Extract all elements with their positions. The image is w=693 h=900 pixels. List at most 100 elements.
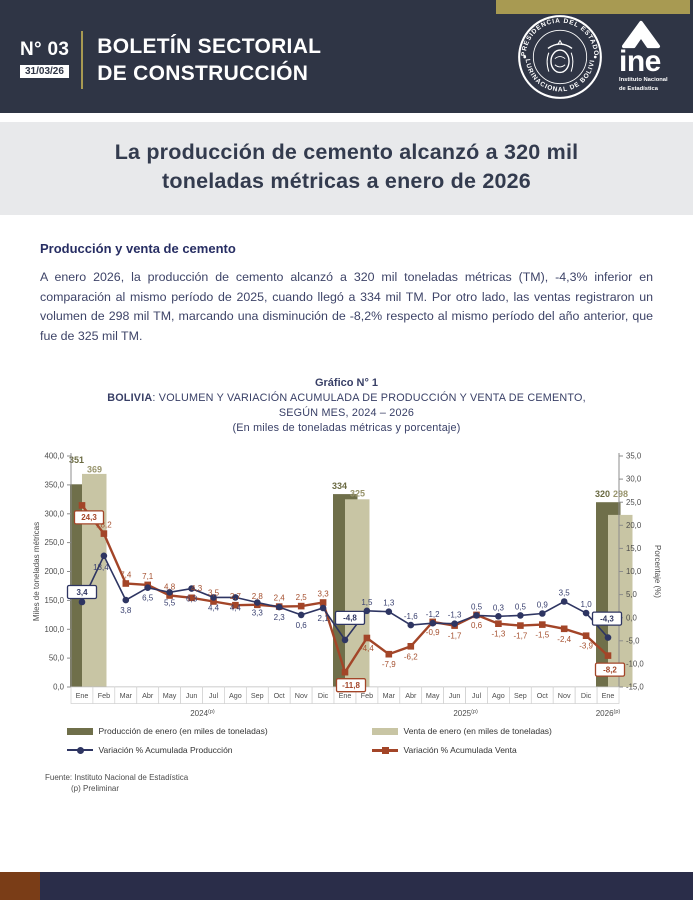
svg-text:2,5: 2,5	[295, 593, 307, 602]
bars-group: 351 369 334 325 320 298	[68, 455, 632, 687]
svg-text:3,8: 3,8	[120, 606, 132, 615]
header: N° 03 31/03/26 BOLETÍN SECTORIAL DE CONS…	[0, 0, 693, 113]
chart-legend: Producción de enero (en miles de tonelad…	[0, 726, 693, 755]
svg-text:24,3: 24,3	[81, 513, 97, 522]
ine-logo: ine Instituto Nacional de Estadística	[619, 20, 673, 93]
svg-text:1,5: 1,5	[361, 598, 373, 607]
svg-text:0,6: 0,6	[470, 621, 482, 630]
svg-text:6,3: 6,3	[186, 595, 198, 604]
svg-text:-1,2: -1,2	[425, 610, 439, 619]
svg-text:4,3: 4,3	[191, 584, 203, 593]
svg-text:Nov: Nov	[294, 691, 307, 700]
svg-text:50,0: 50,0	[48, 654, 64, 663]
svg-text:0,6: 0,6	[295, 621, 307, 630]
legend-label: Producción de enero (en miles de tonelad…	[98, 726, 268, 736]
issue-number: N° 03	[20, 39, 70, 60]
preliminary-note: (p) Preliminar	[71, 784, 120, 793]
svg-text:-1,3: -1,3	[447, 611, 461, 620]
seal-bottom-text: PLURINACIONAL DE BOLIVIA	[517, 14, 595, 93]
headline-line2: toneladas métricas a enero de 2026	[162, 169, 531, 193]
svg-text:1,3: 1,3	[383, 599, 395, 608]
svg-text:4,4: 4,4	[229, 603, 241, 612]
svg-text:351: 351	[68, 455, 83, 465]
gold-tab	[496, 0, 690, 14]
chart-subtitle: BOLIVIA: VOLUMEN Y VARIACIÓN ACUMULADA D…	[0, 391, 693, 406]
produccion-line-swatch-icon	[66, 746, 93, 754]
svg-text:2,1: 2,1	[317, 614, 329, 623]
svg-text:100,0: 100,0	[44, 625, 64, 634]
svg-text:6,5: 6,5	[142, 594, 154, 603]
footer-band	[0, 872, 693, 900]
svg-text:Ene: Ene	[338, 691, 351, 700]
svg-text:-1,5: -1,5	[535, 631, 549, 640]
svg-text:0,0: 0,0	[626, 613, 638, 622]
svg-text:Sep: Sep	[514, 691, 527, 700]
bulletin-title-line2: DE CONSTRUCCIÓN	[97, 61, 309, 85]
svg-text:30,0: 30,0	[626, 475, 642, 484]
svg-text:-1,3: -1,3	[491, 630, 505, 639]
svg-text:Miles de toneladas métricas: Miles de toneladas métricas	[32, 522, 41, 621]
svg-text:Jun: Jun	[448, 691, 460, 700]
svg-text:-4,3: -4,3	[600, 614, 614, 623]
point-labels-group: 13,4 3,8 6,5 5,5 6,3 4,4 4,4 3,3 2,3 0,6 2,1 1,5 1,3…	[93, 521, 593, 670]
svg-text:2,4: 2,4	[273, 594, 285, 603]
svg-text:-7,9: -7,9	[381, 660, 395, 669]
svg-text:2,3: 2,3	[273, 613, 285, 622]
svg-text:-11,8: -11,8	[342, 681, 360, 690]
svg-text:0,9: 0,9	[536, 601, 548, 610]
svg-text:Abr: Abr	[405, 691, 417, 700]
svg-text:5,5: 5,5	[164, 598, 176, 607]
svg-text:Abr: Abr	[142, 691, 154, 700]
bulletin-title: BOLETÍN SECTORIAL DE CONSTRUCCIÓN	[97, 33, 321, 87]
legend-item-venta-line: Variación % Acumulada Venta	[371, 745, 627, 755]
svg-text:PLURINACIONAL DE BOLIVIA: PLURINACIONAL DE BOLIVIA	[517, 14, 596, 93]
svg-text:298: 298	[613, 489, 628, 499]
svg-text:2,8: 2,8	[251, 592, 263, 601]
legend-item-produccion-line: Variación % Acumulada Producción	[66, 745, 372, 755]
chart-subtitle-line3: (En miles de toneladas métricas y porcen…	[232, 422, 461, 434]
issue-date-badge: 31/03/26	[20, 65, 69, 78]
legend-item-venta-bar: Venta de enero (en miles de toneladas)	[371, 726, 627, 736]
mountain-icon	[621, 20, 661, 49]
svg-text:Sep: Sep	[250, 691, 263, 700]
produccion-line-group	[78, 552, 611, 644]
svg-text:2025(p): 2025(p)	[453, 709, 478, 718]
svg-text:18,2: 18,2	[96, 521, 112, 530]
svg-text:15,0: 15,0	[626, 544, 642, 553]
svg-text:400,0: 400,0	[44, 452, 64, 461]
svg-text:20,0: 20,0	[626, 521, 642, 530]
headline-banner: La producción de cemento alcanzó a 320 m…	[0, 122, 693, 215]
boxed-labels-group: 3,4 24,3 -4,8 -11,8 -4,3 -8,2	[66, 510, 625, 693]
svg-text:Ene: Ene	[75, 691, 88, 700]
svg-text:0,0: 0,0	[53, 683, 65, 692]
svg-text:Feb: Feb	[360, 691, 372, 700]
x-axis-group: Ene Feb Mar Abr May Jun Jul Ago Sep Oct Nov Dic Ene F…	[70, 686, 620, 718]
ine-wordmark: ine	[619, 45, 661, 78]
svg-text:Mar: Mar	[119, 691, 132, 700]
svg-text:4,4: 4,4	[207, 603, 219, 612]
svg-text:-0,9: -0,9	[425, 628, 439, 637]
svg-text:3,5: 3,5	[207, 589, 219, 598]
svg-text:0,5: 0,5	[514, 602, 526, 611]
svg-text:334: 334	[331, 481, 346, 491]
svg-text:7,4: 7,4	[120, 571, 132, 580]
svg-text:Dic: Dic	[580, 691, 591, 700]
coat-of-arms-icon	[546, 39, 574, 73]
svg-text:3,5: 3,5	[558, 589, 570, 598]
svg-text:Jul: Jul	[208, 691, 218, 700]
svg-text:May: May	[162, 691, 176, 700]
section-heading: Producción y venta de cemento	[40, 241, 236, 256]
chart-subtitle-bold: BOLIVIA	[107, 392, 153, 404]
chart-title: Gráfico N° 1	[314, 377, 379, 389]
svg-text:-10,0: -10,0	[626, 660, 644, 669]
svg-text:Ene: Ene	[601, 691, 614, 700]
ine-subtitle-line1: Instituto Nacional	[619, 77, 668, 83]
bulletin-title-line1: BOLETÍN SECTORIAL	[97, 34, 322, 58]
svg-text:35,0: 35,0	[626, 452, 642, 461]
svg-text:13,4: 13,4	[93, 563, 109, 572]
svg-text:-5,0: -5,0	[626, 636, 640, 645]
svg-text:2024(p): 2024(p)	[190, 709, 215, 718]
svg-text:-8,2: -8,2	[603, 665, 617, 674]
header-logos: PRESIDENCIA DEL ESTADO PLURINACIONAL DE …	[517, 14, 673, 100]
legend-label: Variación % Acumulada Venta	[403, 745, 517, 755]
